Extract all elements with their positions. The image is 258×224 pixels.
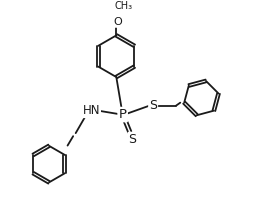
Text: S: S xyxy=(128,133,136,146)
Text: O: O xyxy=(114,17,123,27)
Text: HN: HN xyxy=(83,104,100,117)
Text: CH₃: CH₃ xyxy=(115,1,133,11)
Text: P: P xyxy=(119,108,127,121)
Text: S: S xyxy=(149,99,157,112)
